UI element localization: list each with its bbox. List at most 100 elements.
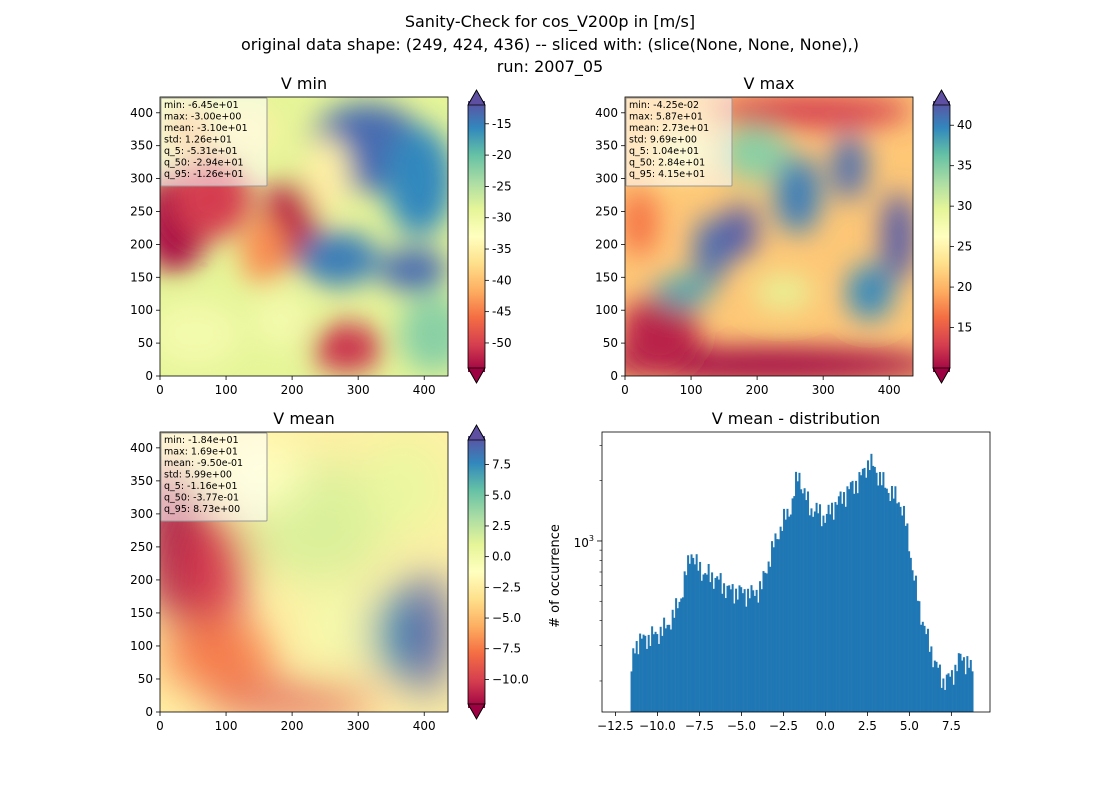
- y-tick-label-10-3: 103: [574, 534, 594, 550]
- histogram-bar: [784, 519, 787, 712]
- histogram-bar: [740, 587, 743, 712]
- histogram-bar: [920, 624, 923, 712]
- histogram-bar: [652, 634, 655, 712]
- histogram-bar: [906, 523, 909, 712]
- colorbar-tick-label: −2.5: [492, 580, 521, 594]
- histogram-bar: [944, 689, 947, 712]
- histogram-bar: [673, 617, 676, 712]
- y-tick-label: 300: [595, 172, 618, 186]
- heatmap-region: [160, 622, 276, 690]
- histogram-bar: [908, 551, 911, 712]
- colorbar-tick-label: -45: [492, 305, 512, 319]
- histogram-bar: [966, 656, 969, 712]
- histogram-bar: [803, 488, 806, 712]
- histogram-bar: [685, 575, 688, 712]
- histogram-bar: [971, 671, 974, 712]
- histogram-bar: [752, 590, 755, 712]
- y-tick-label: 200: [130, 573, 153, 587]
- histogram-bar: [959, 653, 962, 712]
- axes-frame: [159, 96, 449, 377]
- histogram-bar: [633, 653, 636, 712]
- histogram-bar: [962, 657, 965, 712]
- histogram-bar: [690, 554, 693, 712]
- y-tick-label: 200: [595, 237, 618, 251]
- x-tick-label: 0.0: [816, 719, 835, 733]
- histogram-bar: [954, 664, 957, 712]
- histogram-bar: [700, 580, 703, 712]
- histogram-bar: [664, 628, 667, 712]
- histogram-bar: [866, 460, 869, 712]
- stats-line: q_50: -3.77e-01: [164, 493, 239, 504]
- histogram-bar: [789, 514, 792, 712]
- x-tick-label: −7.5: [685, 719, 714, 733]
- histogram-bar: [647, 634, 650, 712]
- heatmap-region: [711, 97, 913, 128]
- histogram-bar: [956, 671, 959, 712]
- stats-line: q_5: -5.31e+01: [164, 146, 238, 157]
- histogram-bar: [688, 563, 691, 712]
- histogram-bar: [837, 496, 840, 712]
- histogram-bar: [671, 609, 674, 712]
- colorbar-tick-label: -20: [492, 148, 512, 162]
- histogram-bar: [776, 539, 779, 712]
- histogram-bar: [745, 606, 748, 712]
- histogram-bars: [630, 453, 974, 712]
- stats-line: max: -3.00e+00: [164, 112, 241, 123]
- heatmap-region: [203, 686, 376, 712]
- histogram-bar: [676, 608, 679, 712]
- histogram-bar: [637, 654, 640, 712]
- histogram-bar: [923, 625, 926, 712]
- histogram-bar: [812, 516, 815, 712]
- colorbar-tick-label: 30: [957, 199, 972, 213]
- stats-line: q_95: 4.15e+01: [629, 169, 705, 180]
- stats-box: [625, 97, 733, 187]
- x-tick-label: 400: [878, 383, 901, 397]
- histogram-bar: [639, 633, 642, 712]
- histogram-bar: [702, 574, 705, 712]
- histogram-bar: [844, 506, 847, 712]
- colorbar-tick-label: -15: [492, 117, 512, 131]
- histogram-bar: [728, 585, 731, 712]
- histogram-bar: [815, 502, 818, 712]
- stats-line: std: 5.99e+00: [164, 470, 232, 481]
- colorbar-tick-label: 0.0: [492, 550, 511, 564]
- histogram-bar: [805, 500, 808, 712]
- y-tick-label: 150: [595, 270, 618, 284]
- x-tick-label: −10.0: [639, 719, 676, 733]
- histogram-bar: [755, 589, 758, 712]
- colorbar-tick-label: -25: [492, 179, 512, 193]
- histogram-bar: [904, 525, 907, 712]
- histogram-bar: [928, 651, 931, 712]
- histogram-bar: [659, 626, 662, 712]
- histogram-bar: [810, 508, 813, 712]
- histogram-bar: [657, 643, 660, 712]
- stats-box: [160, 97, 268, 187]
- histogram-bar: [861, 468, 864, 712]
- histogram-bar: [760, 589, 763, 712]
- histogram-bar: [759, 581, 762, 712]
- y-axis-label: # of occurrence: [548, 524, 563, 628]
- histogram-bar: [836, 504, 839, 712]
- histogram-bar: [767, 561, 770, 712]
- stats-line: min: -1.84e+01: [164, 435, 239, 446]
- x-tick-label: 2.5: [858, 719, 877, 733]
- histogram-bar: [801, 493, 804, 712]
- histogram-bar: [735, 588, 738, 712]
- y-tick-label: 0: [145, 369, 153, 383]
- histogram-bar: [704, 573, 707, 712]
- heatmap-region: [177, 510, 247, 634]
- histogram-bar: [969, 659, 972, 712]
- histogram-bar: [800, 489, 803, 712]
- histogram-bar: [911, 570, 914, 712]
- histogram-bar: [829, 514, 832, 712]
- histogram-bar: [889, 501, 892, 712]
- histogram-bar: [952, 684, 955, 712]
- histogram-bar: [716, 576, 719, 712]
- histogram-bar: [932, 667, 935, 712]
- histogram-bar: [957, 653, 960, 712]
- colorbar-outline: [467, 89, 486, 384]
- histogram-bar: [902, 505, 905, 712]
- histogram-bar: [779, 526, 782, 712]
- colorbar-tick-label: -40: [492, 273, 512, 287]
